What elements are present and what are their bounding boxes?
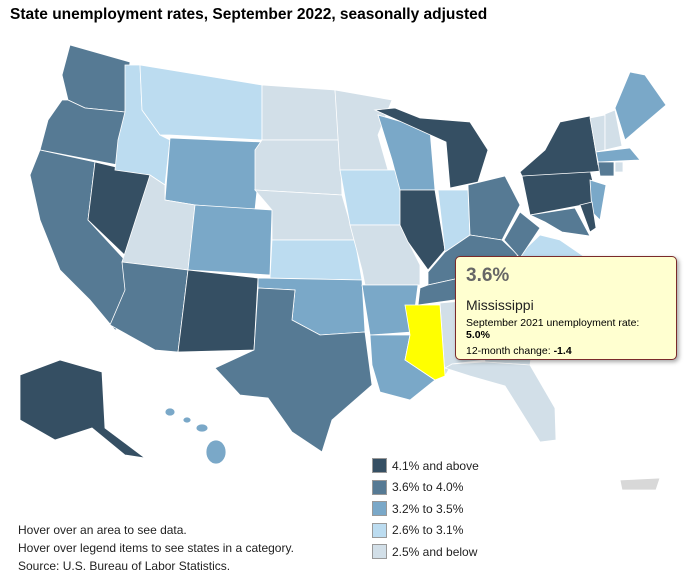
state-KS[interactable] [269,239,363,281]
state-RI[interactable] [614,161,624,173]
state-NH[interactable] [604,109,623,151]
state-MI[interactable] [373,107,489,189]
state-MS[interactable] [404,304,446,381]
legend-item[interactable]: 3.2% to 3.5% [372,498,479,520]
state-ME[interactable] [614,71,667,141]
state-MT[interactable] [139,64,263,141]
change-label: 12-month change: [466,345,554,357]
tooltip-state: Mississippi [466,297,534,313]
state-HI[interactable] [205,439,227,465]
legend-item[interactable]: 2.5% and below [372,541,479,563]
state-OH[interactable] [467,175,521,241]
map-title: State unemployment rates, September 2022… [10,6,488,23]
legend-label: 2.5% and below [392,544,478,559]
state-NJ[interactable] [589,179,607,221]
state-CT[interactable] [597,161,615,177]
legend-label: 2.6% to 3.1% [392,523,464,538]
prev-rate-label: September 2021 unemployment rate: [466,317,640,329]
legend-label: 3.6% to 4.0% [392,480,464,495]
tooltip-change: 12-month change: -1.4 [466,345,666,357]
prev-rate-value: 5.0% [466,329,490,341]
state-MA[interactable] [595,147,641,163]
state-DE[interactable] [579,201,597,233]
state-HI[interactable] [195,423,209,433]
state-AK[interactable] [19,359,146,459]
source-note: Source: U.S. Bureau of Labor Statistics. [18,559,231,573]
legend-swatch [372,458,387,474]
footer-notes: Hover over an area to see data. Hover ov… [18,521,294,575]
state-FL[interactable] [444,361,557,443]
state-HI[interactable] [164,407,176,417]
state-WY[interactable] [164,137,263,211]
tooltip-prev-rate: September 2021 unemployment rate: 5.0% [466,317,666,341]
state-tooltip: 3.6% Mississippi September 2021 unemploy… [455,256,677,360]
legend-note: Hover over legend items to see states in… [18,541,294,555]
legend-label: 4.1% and above [392,458,479,473]
state-TX[interactable] [214,287,373,453]
tooltip-rate: 3.6% [466,265,510,286]
state-IL[interactable] [399,189,446,271]
state-NM[interactable] [177,269,259,353]
legend-swatch [372,501,387,517]
state-CO[interactable] [187,204,273,276]
state-ND[interactable] [261,84,341,141]
hover-note: Hover over an area to see data. [18,523,187,537]
state-PR[interactable] [619,477,661,491]
legend-item[interactable]: 4.1% and above [372,455,479,477]
legend-swatch [372,522,387,538]
legend-swatch [372,479,387,495]
legend-label: 3.2% to 3.5% [392,501,464,516]
legend-item[interactable]: 3.6% to 4.0% [372,477,479,499]
change-value: -1.4 [553,345,572,357]
state-WV[interactable] [503,211,541,259]
state-MD[interactable] [528,207,591,237]
state-NY[interactable] [519,115,613,177]
state-HI[interactable] [182,416,192,424]
state-SD[interactable] [254,139,343,196]
legend-swatch [372,544,387,560]
legend-item[interactable]: 2.6% to 3.1% [372,520,479,542]
legend: 4.1% and above 3.6% to 4.0% 3.2% to 3.5%… [372,455,479,563]
